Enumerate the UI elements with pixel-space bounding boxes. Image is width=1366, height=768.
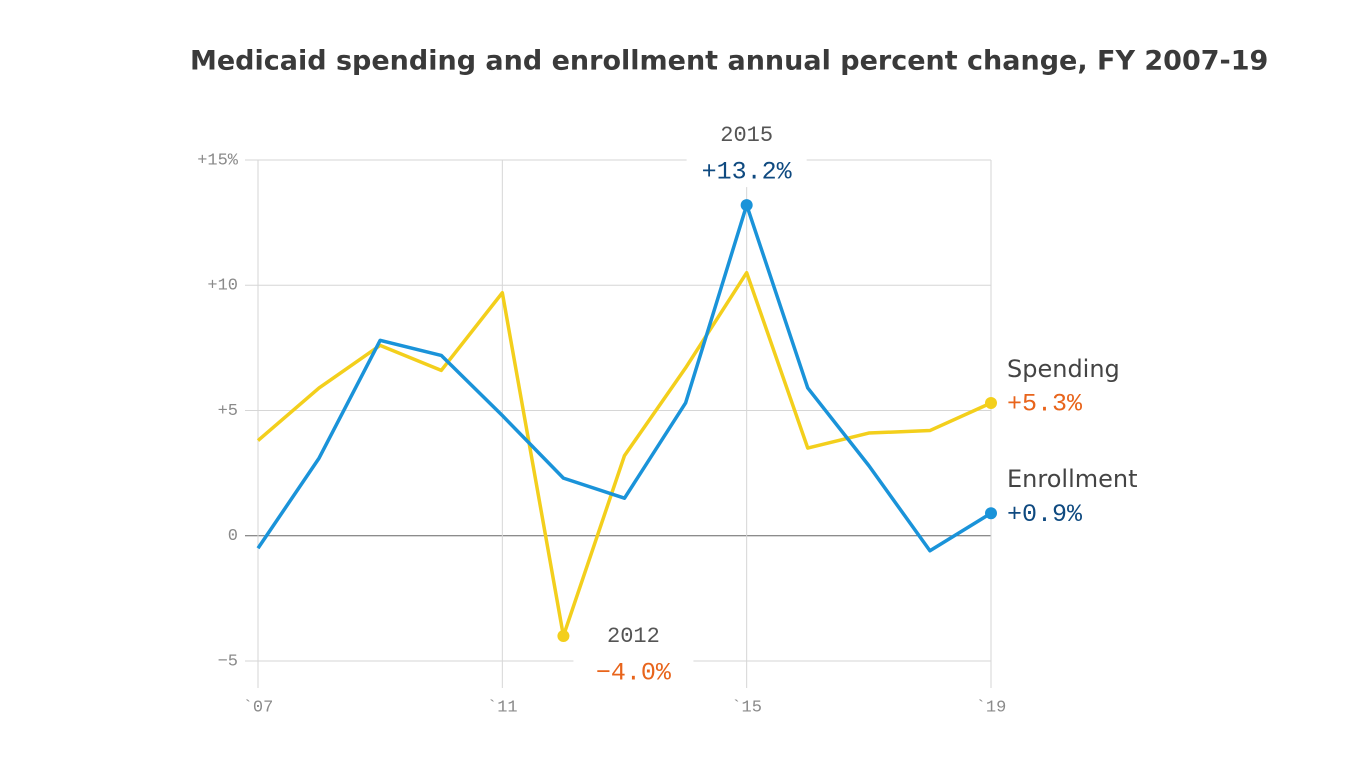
annotation-year: 2015 (720, 123, 773, 148)
series-line (256, 203, 992, 553)
chart-title: Medicaid spending and enrollment annual … (190, 46, 1268, 77)
label-bg (573, 615, 694, 688)
value-label: +5.3% (1007, 390, 1083, 419)
point (985, 396, 997, 409)
series-name: Enrollment (1007, 465, 1138, 493)
x-tick-label: `11 (487, 698, 518, 717)
point (740, 199, 753, 212)
value-label: +13.2% (702, 158, 793, 187)
series-name: Spending (1007, 355, 1120, 383)
label-bg (686, 115, 807, 188)
point (985, 507, 997, 520)
x-tick-label: `15 (731, 698, 762, 717)
y-tick-label: +10 (207, 277, 238, 296)
series-line (256, 270, 992, 638)
value-label: −4.0% (596, 659, 672, 688)
x-tick-label: `07 (243, 698, 274, 717)
y-tick-label: 0 (228, 527, 238, 546)
annotation-year: 2012 (607, 624, 660, 649)
x-tick-label: `19 (976, 698, 1007, 717)
y-tick-label: +15% (197, 151, 239, 170)
value-label: +0.9% (1007, 500, 1083, 529)
point (557, 629, 570, 642)
y-tick-label: +5 (218, 402, 238, 421)
y-tick-label: −5 (218, 652, 238, 671)
